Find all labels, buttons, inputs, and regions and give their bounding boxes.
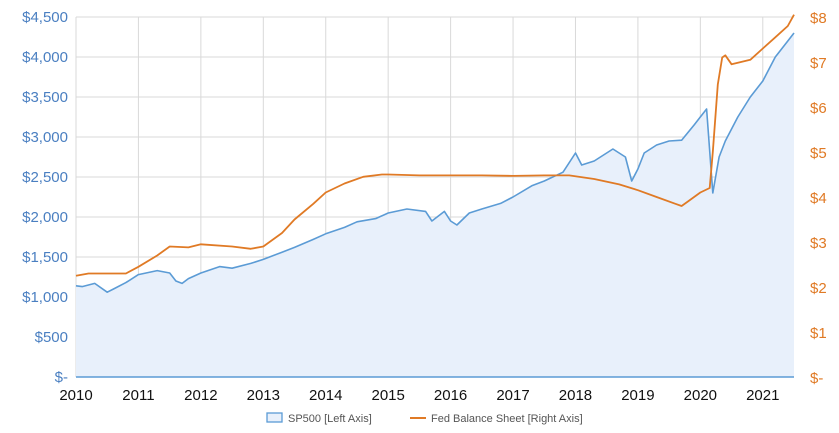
y-left-tick-label: $2,500 [22,169,68,186]
y-right-tick-label: $8 [810,10,827,27]
y-left-tick-label: $4,000 [22,49,68,66]
fed-balance-series-line [75,14,795,277]
y-right-tick-label: $- [810,370,823,387]
y-left-tick-label: $4,500 [22,9,68,26]
x-tick-label: 2013 [247,387,280,404]
x-tick-label: 2018 [559,387,592,404]
y-right-tick-label: $3 [810,235,827,252]
series-layer [75,14,795,377]
x-tick-label: 2012 [184,387,217,404]
x-tick-label: 2015 [371,387,404,404]
x-tick-label: 2010 [59,387,92,404]
x-tick-label: 2021 [746,387,779,404]
y-left-tick-label: $- [55,369,68,386]
x-tick-label: 2016 [434,387,467,404]
sp500-series-line [75,32,795,293]
y-right-tick-label: $2 [810,280,827,297]
y-right-tick-label: $4 [810,190,827,207]
y-left-tick-label: $500 [35,329,68,346]
x-tick-label: 2014 [309,387,342,404]
y-left-tick-label: $1,500 [22,249,68,266]
y-right-tick-label: $7 [810,55,827,72]
legend-swatch-sp500 [266,412,283,423]
x-tick-label: 2017 [496,387,529,404]
legend-label-fed-balance: Fed Balance Sheet [Right Axis] [431,413,583,425]
y-right-tick-label: $1 [810,325,827,342]
axes: $- $500 $1,000 $1,500 $2,000 $2,500 $3,000 $3,5… [22,9,827,404]
y-left-tick-label: $1,000 [22,289,68,306]
x-tick-label: 2011 [122,387,154,404]
x-tick-label: 2020 [684,387,717,404]
y-right-tick-label: $6 [810,100,827,117]
sp500-area-fill [76,33,794,377]
legend-label-sp500: SP500 [Left Axis] [288,413,372,425]
y-left-tick-label: $2,000 [22,209,68,226]
legend: SP500 [Left Axis] Fed Balance Sheet [Righ… [266,412,583,425]
y-left-tick-label: $3,500 [22,89,68,106]
y-right-tick-label: $5 [810,145,827,162]
x-tick-label: 2019 [621,387,654,404]
y-left-tick-label: $3,000 [22,129,68,146]
